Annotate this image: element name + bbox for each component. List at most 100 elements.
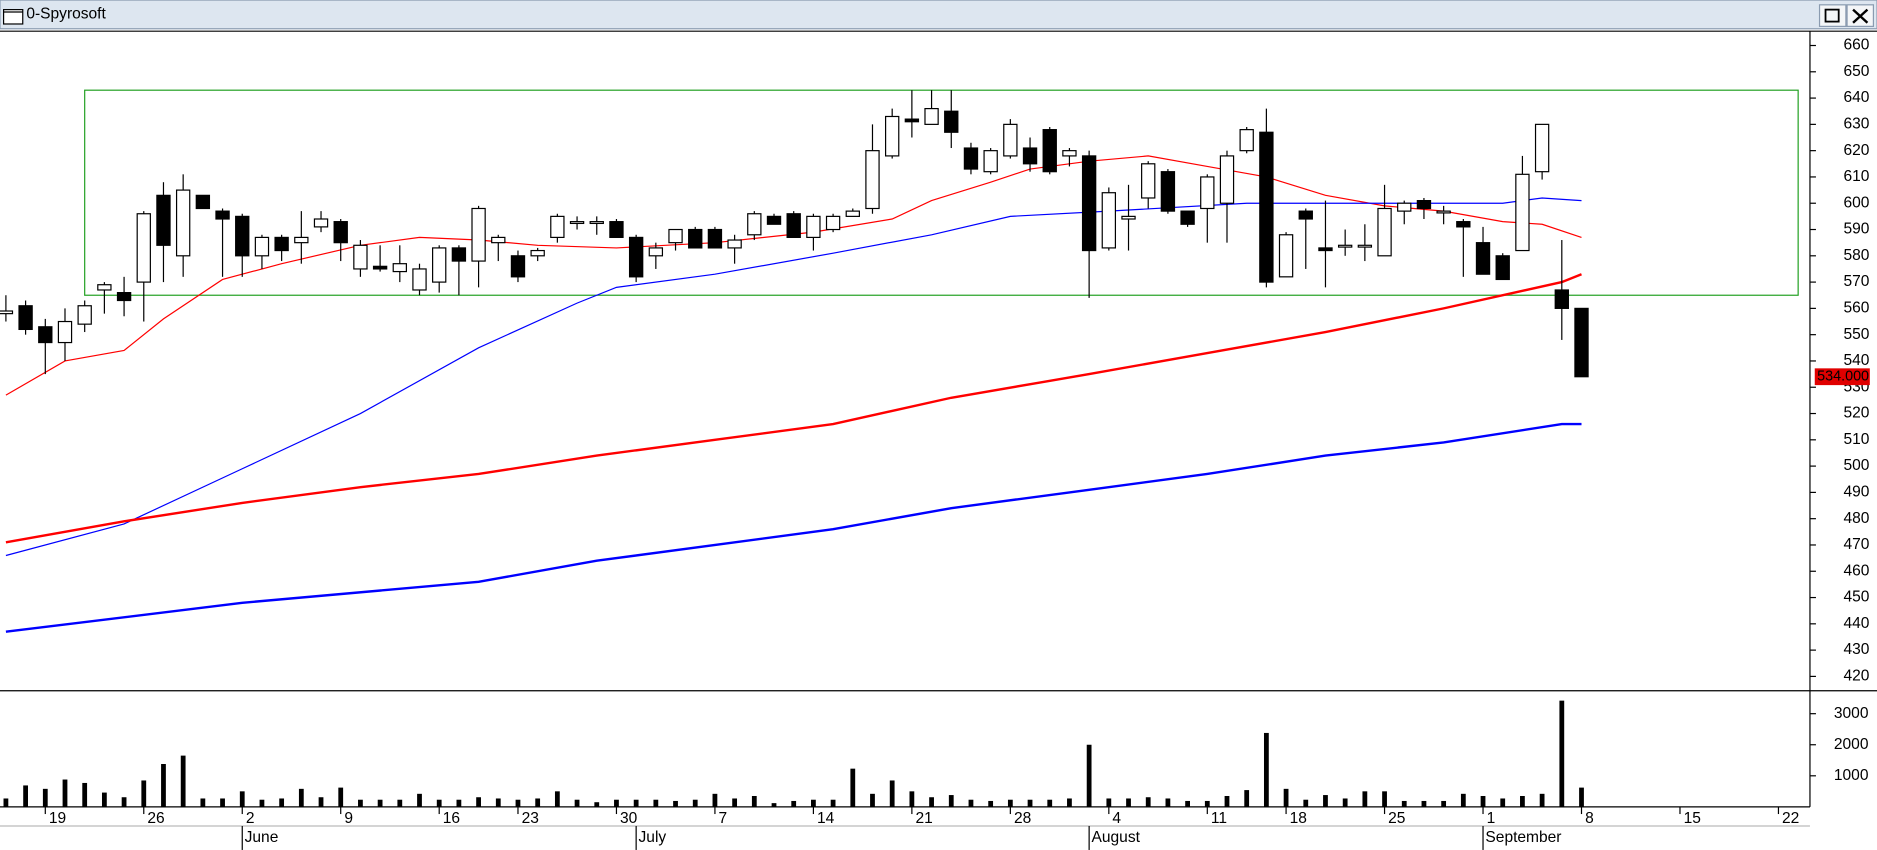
x-tick-label: 22 (1782, 810, 1799, 827)
volume-bar (732, 798, 738, 807)
candle-body (1318, 247, 1333, 252)
candle-body (392, 263, 407, 273)
y-tick-label: 510 (1843, 431, 1869, 448)
volume-bar (1480, 795, 1486, 807)
candle-body (491, 236, 506, 244)
candle-body (77, 305, 92, 325)
candle-body (727, 239, 742, 249)
candle-body (589, 221, 604, 225)
candle-body (530, 249, 545, 257)
volume-bar (1362, 791, 1368, 807)
volume-bar (673, 800, 678, 807)
y-tick-label: 650 (1843, 63, 1869, 80)
y-tick-label: 450 (1843, 589, 1869, 606)
x-tick-label: 21 (915, 810, 932, 827)
candle-body (569, 221, 585, 225)
volume-bar (1303, 799, 1309, 807)
x-tick-label: 28 (1014, 810, 1031, 827)
candle-body (1101, 192, 1117, 249)
candle-body (944, 110, 959, 133)
candle-body (609, 221, 624, 239)
candle-body (707, 228, 723, 249)
moving-average (5, 422, 1582, 633)
x-tick-label: 2 (246, 810, 255, 827)
volume-bar (1086, 744, 1092, 807)
volume-bar (495, 798, 501, 807)
candle-body (845, 210, 860, 217)
x-tick-label: 7 (719, 810, 728, 827)
candle-body (1259, 131, 1274, 283)
volume-bar (417, 793, 422, 807)
window-title: 0-Spyrosoft (26, 6, 106, 23)
candle-body (412, 268, 427, 291)
volume-bar (82, 782, 88, 807)
volume-bar (1520, 795, 1525, 807)
candle-body (1534, 123, 1550, 173)
volume-bar (1185, 800, 1190, 807)
candle-body (1042, 129, 1057, 173)
maximize-icon (1824, 8, 1840, 23)
volume-bar (850, 768, 856, 807)
y-tick-label: 620 (1843, 142, 1869, 159)
volume-bar (830, 799, 836, 807)
volume-bar (515, 799, 521, 807)
candle-body (18, 305, 33, 331)
range-box (84, 89, 1799, 296)
volume-bar (1263, 732, 1269, 807)
volume-bar (298, 788, 304, 807)
y-tick-label: 660 (1843, 37, 1869, 54)
maximize-button[interactable] (1818, 4, 1847, 27)
volume-tick-label: 2000 (1834, 736, 1869, 753)
volume-bar (1224, 795, 1230, 807)
x-tick-label: 18 (1290, 810, 1307, 827)
candle-body (274, 236, 289, 252)
candle-body (1554, 289, 1569, 309)
candle-body (57, 320, 73, 344)
volume-bar (1204, 800, 1210, 807)
candle-body (1495, 255, 1510, 281)
volume-bar (1106, 798, 1112, 807)
y-tick-label: 460 (1843, 562, 1869, 579)
candle-body (1337, 244, 1353, 248)
candle-body (1416, 200, 1432, 210)
volume-bar (239, 791, 245, 807)
volume-bar (535, 798, 541, 807)
candle-body (294, 236, 309, 244)
volume-bar (338, 787, 344, 807)
candle-body (865, 150, 880, 210)
y-tick-label: 600 (1843, 194, 1869, 211)
candle-body (1200, 176, 1215, 210)
y-tick-label: 490 (1843, 484, 1869, 501)
volume-bar (791, 800, 797, 807)
volume-bar (62, 779, 68, 807)
y-tick-label: 480 (1843, 510, 1869, 527)
volume-tick-label: 3000 (1834, 705, 1869, 722)
moving-average (5, 273, 1582, 544)
candle-body (136, 213, 151, 283)
volume-bar (692, 799, 698, 807)
volume-bar (1027, 799, 1033, 807)
volume-bar (1579, 787, 1584, 807)
candle-body (825, 215, 841, 231)
candle-body (1219, 155, 1235, 204)
volume-bar (653, 799, 659, 807)
candle-body (1278, 234, 1294, 278)
x-tick-label: 4 (1112, 810, 1121, 827)
y-tick-label: 550 (1843, 326, 1869, 343)
candle-body (806, 215, 821, 239)
x-tick-label: 23 (522, 810, 539, 827)
volume-bar (141, 780, 147, 807)
candle-body (510, 255, 526, 278)
x-tick-label: 11 (1211, 810, 1227, 827)
x-tick-label: 16 (443, 810, 460, 827)
volume-bar (180, 755, 186, 807)
volume-tick-label: 1000 (1834, 767, 1869, 784)
volume-bar (751, 795, 757, 807)
volume-bar (633, 799, 639, 807)
candle-body (1456, 221, 1471, 228)
candle-body (1022, 147, 1038, 165)
volume-bar (968, 799, 974, 807)
candle-body (1377, 207, 1392, 257)
volume-bar (1382, 791, 1387, 807)
